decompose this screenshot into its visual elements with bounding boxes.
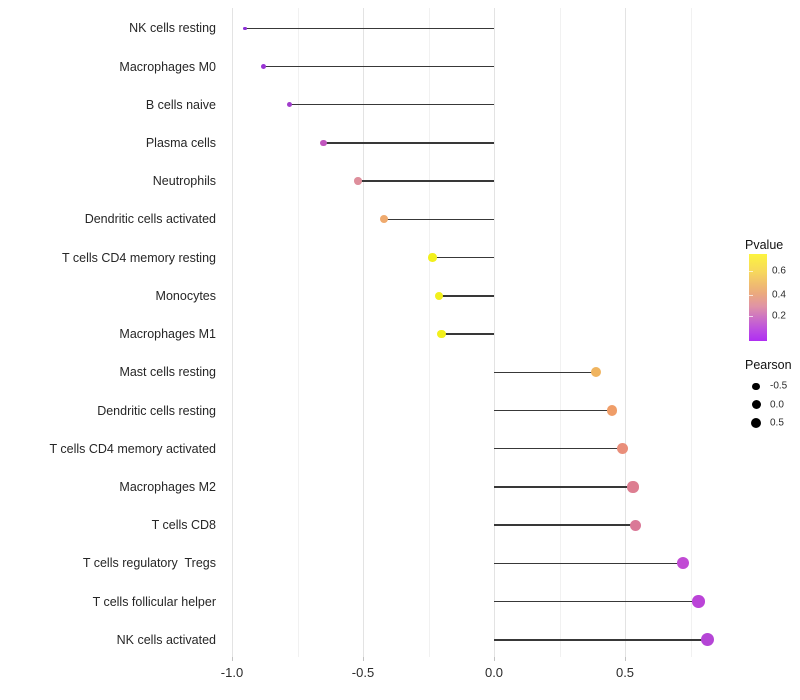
category-label: T cells follicular helper (92, 594, 216, 609)
category-label: NK cells activated (116, 632, 216, 647)
lollipop-dot (243, 26, 247, 31)
colorbar-tick-label: 0.2 (772, 310, 786, 322)
lollipop-stem (494, 371, 597, 373)
x-axis-tick (494, 657, 495, 661)
colorbar-tick-label: 0.6 (772, 265, 786, 277)
lollipop-dot (434, 291, 444, 301)
minor-gridline (690, 8, 692, 657)
category-label: Macrophages M0 (119, 59, 216, 74)
pvalue-legend-title: Pvalue (745, 238, 784, 252)
lollipop-stem (494, 639, 708, 641)
category-label: T cells regulatory Tregs (82, 556, 216, 571)
lollipop-dot (606, 405, 618, 416)
x-tick-label: -0.5 (351, 665, 375, 680)
pearson-legend-dot (751, 400, 761, 410)
x-tick-label: 0.0 (484, 665, 504, 680)
lollipop-stem (263, 65, 494, 68)
pearson-legend-dot (752, 382, 760, 390)
lollipop-dot (379, 215, 388, 224)
lollipop-dot (676, 557, 689, 570)
pearson-legend-dot (751, 417, 761, 428)
lollipop-dot (354, 177, 362, 185)
major-gridline (363, 8, 364, 657)
category-label: Monocytes (155, 288, 216, 303)
major-gridline (625, 8, 626, 657)
category-label: NK cells resting (129, 21, 216, 36)
x-tick-label: -1.0 (220, 665, 244, 680)
category-label: Macrophages M1 (119, 327, 216, 342)
lollipop-stem (289, 104, 494, 106)
lollipop-stem (494, 600, 699, 603)
category-label: T cells CD4 memory resting (62, 250, 216, 265)
x-axis-tick (363, 657, 364, 661)
category-label: Macrophages M2 (119, 479, 216, 494)
colorbar-tick-label: 0.4 (772, 289, 786, 301)
lollipop-stem (432, 256, 494, 259)
x-axis-tick (232, 657, 233, 661)
minor-gridline (559, 8, 561, 657)
lollipop-stem (494, 486, 633, 488)
lollipop-dot (260, 64, 266, 70)
category-label: T cells CD4 memory activated (49, 441, 217, 456)
lollipop-dot (591, 367, 602, 378)
colorbar-tick (749, 294, 753, 296)
minor-gridline (428, 8, 430, 657)
lollipop-dot (428, 253, 437, 262)
lollipop-stem (441, 333, 494, 335)
major-gridline (494, 8, 495, 657)
lollipop-stem (494, 562, 683, 565)
colorbar-tick (749, 316, 753, 318)
category-label: Neutrophils (152, 174, 216, 189)
pearson-legend-label: 0.5 (770, 417, 784, 429)
minor-gridline (297, 8, 299, 657)
lollipop-stem (383, 218, 494, 221)
lollipop-stem (245, 27, 494, 29)
lollipop-dot (629, 519, 642, 531)
category-label: Mast cells resting (119, 365, 216, 380)
category-label: Dendritic cells resting (97, 403, 216, 418)
lollipop-stem (357, 180, 494, 182)
lollipop-dot (627, 481, 639, 493)
category-label: T cells CD8 (151, 518, 216, 533)
pearson-legend-title: Pearson (745, 358, 792, 372)
lollipop-dot (437, 329, 446, 339)
category-label: Plasma cells (145, 135, 216, 150)
lollipop-stem (494, 409, 612, 412)
lollipop-dot (692, 595, 705, 608)
pearson-legend-label: -0.5 (770, 380, 788, 392)
lollipop-stem (323, 142, 494, 144)
x-axis-tick (625, 657, 626, 661)
category-label: Dendritic cells activated (84, 212, 216, 227)
lollipop-stem (438, 295, 494, 297)
pvalue-colorbar (749, 254, 767, 341)
lollipop-dot (616, 443, 628, 455)
lollipop-dot (320, 139, 327, 147)
category-label: B cells naive (145, 97, 216, 112)
pearson-legend-label: 0.0 (770, 399, 784, 411)
colorbar-tick (749, 271, 753, 273)
lollipop-stem (494, 448, 623, 450)
major-gridline (232, 8, 233, 657)
lollipop-dot (286, 101, 293, 108)
lollipop-dot (701, 633, 715, 647)
lollipop-stem (494, 524, 636, 526)
x-tick-label: 0.5 (615, 665, 635, 680)
